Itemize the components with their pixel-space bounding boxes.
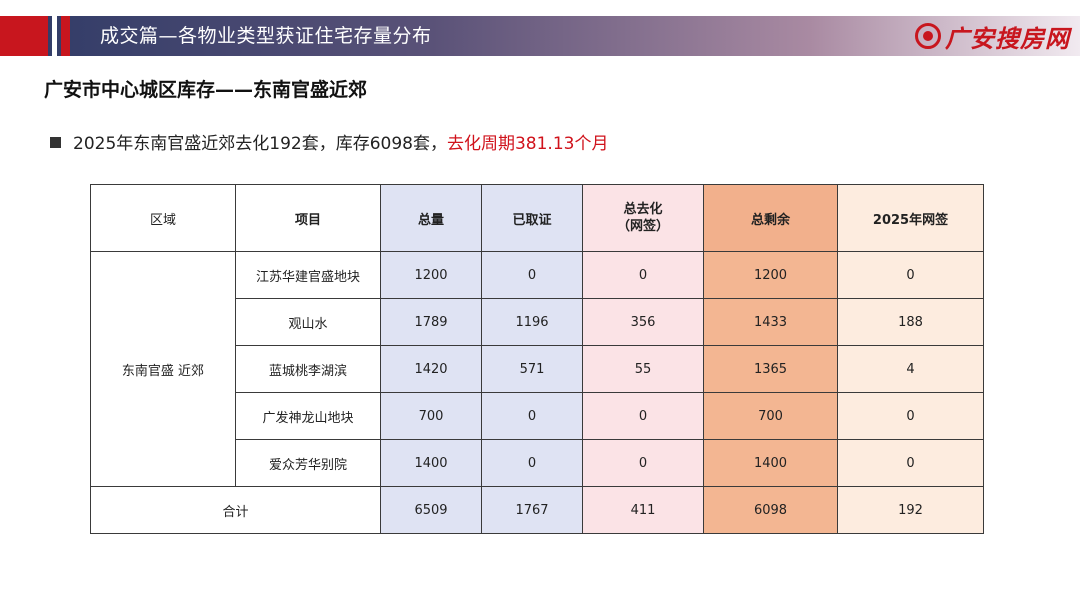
project-cell: 爱众芳华别院 — [235, 439, 381, 487]
certified-cell: 1767 — [481, 486, 583, 534]
table-row: 爱众芳华别院 1400 0 0 1400 0 — [91, 439, 984, 487]
header-bar: 成交篇—各物业类型获证住宅存量分布 广安搜房网 — [0, 16, 1080, 56]
header-sold-line2: （网签） — [616, 219, 669, 234]
header-signed-2025: 2025年网签 — [837, 184, 984, 252]
square-bullet-icon — [50, 137, 61, 148]
header-certified: 已取证 — [481, 184, 583, 252]
total-cell: 1200 — [380, 251, 482, 299]
sold-cell: 0 — [582, 251, 704, 299]
slide-title: 成交篇—各物业类型获证住宅存量分布 — [100, 25, 432, 47]
logo-text: 广安搜房网 — [945, 24, 1070, 53]
header-project: 项目 — [235, 184, 381, 252]
header-sold: 总去化 （网签） — [582, 184, 704, 252]
brand-logo: 广安搜房网 — [915, 20, 1070, 53]
signed-2025-cell: 4 — [837, 345, 984, 393]
header-sold-line1: 总去化 — [623, 202, 663, 217]
summary-highlight: 去化周期381.13个月 — [446, 134, 609, 154]
certified-cell: 0 — [481, 439, 583, 487]
sold-cell: 55 — [582, 345, 704, 393]
section-title: 广安市中心城区库存——东南官盛近郊 — [44, 79, 368, 101]
table-row: 东南官盛 近郊 江苏华建官盛地块 1200 0 0 1200 0 — [90, 251, 984, 487]
header-white-stripe — [52, 16, 57, 56]
certified-cell: 0 — [481, 251, 583, 299]
sold-cell: 411 — [582, 486, 704, 534]
signed-2025-cell: 0 — [837, 439, 984, 487]
table-header-row: 区域 项目 总量 已取证 总去化 （网签） 总剩余 2025年网签 — [90, 184, 984, 252]
signed-2025-cell: 188 — [837, 298, 984, 346]
remaining-cell: 1200 — [703, 251, 838, 299]
table-total-row: 合计 6509 1767 411 6098 192 — [90, 486, 984, 534]
certified-cell: 0 — [481, 392, 583, 440]
table-row: 蓝城桃李湖滨 1420 571 55 1365 4 — [91, 345, 984, 393]
project-cell: 蓝城桃李湖滨 — [235, 345, 381, 393]
sold-cell: 0 — [582, 439, 704, 487]
header-remaining: 总剩余 — [703, 184, 838, 252]
project-cell: 观山水 — [235, 298, 381, 346]
logo-icon — [915, 23, 941, 49]
sold-cell: 356 — [582, 298, 704, 346]
remaining-cell: 1400 — [703, 439, 838, 487]
region-cell: 东南官盛 近郊 — [90, 251, 236, 487]
remaining-cell: 700 — [703, 392, 838, 440]
remaining-cell: 1365 — [703, 345, 838, 393]
total-cell: 1400 — [380, 439, 482, 487]
header-red-block — [0, 16, 48, 56]
table-row: 观山水 1789 1196 356 1433 188 — [91, 298, 984, 346]
total-cell: 6509 — [380, 486, 482, 534]
signed-2025-cell: 192 — [837, 486, 984, 534]
header-region: 区域 — [90, 184, 236, 252]
remaining-cell: 6098 — [703, 486, 838, 534]
total-cell: 1420 — [380, 345, 482, 393]
summary-bullet: 2025年东南官盛近郊去化192套，库存6098套，去化周期381.13个月 — [50, 129, 608, 154]
total-cell: 1789 — [380, 298, 482, 346]
certified-cell: 1196 — [481, 298, 583, 346]
signed-2025-cell: 0 — [837, 251, 984, 299]
project-cell: 江苏华建官盛地块 — [235, 251, 381, 299]
signed-2025-cell: 0 — [837, 392, 984, 440]
sold-cell: 0 — [582, 392, 704, 440]
inventory-table: 区域 项目 总量 已取证 总去化 （网签） 总剩余 2025年网签 东南官盛 近… — [90, 184, 984, 534]
header-total: 总量 — [380, 184, 482, 252]
project-cell: 广发神龙山地块 — [235, 392, 381, 440]
total-label-cell: 合计 — [90, 486, 381, 534]
summary-text: 2025年东南官盛近郊去化192套，库存6098套， — [73, 134, 447, 154]
certified-cell: 571 — [481, 345, 583, 393]
total-cell: 700 — [380, 392, 482, 440]
header-red-stripe — [61, 16, 70, 56]
remaining-cell: 1433 — [703, 298, 838, 346]
